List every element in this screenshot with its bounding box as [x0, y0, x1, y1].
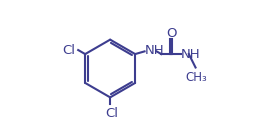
Text: Cl: Cl [105, 107, 118, 120]
Text: Cl: Cl [62, 44, 75, 57]
Text: NH: NH [181, 48, 201, 61]
Text: O: O [166, 27, 177, 40]
Text: NH: NH [145, 44, 165, 57]
Text: CH₃: CH₃ [185, 71, 207, 84]
